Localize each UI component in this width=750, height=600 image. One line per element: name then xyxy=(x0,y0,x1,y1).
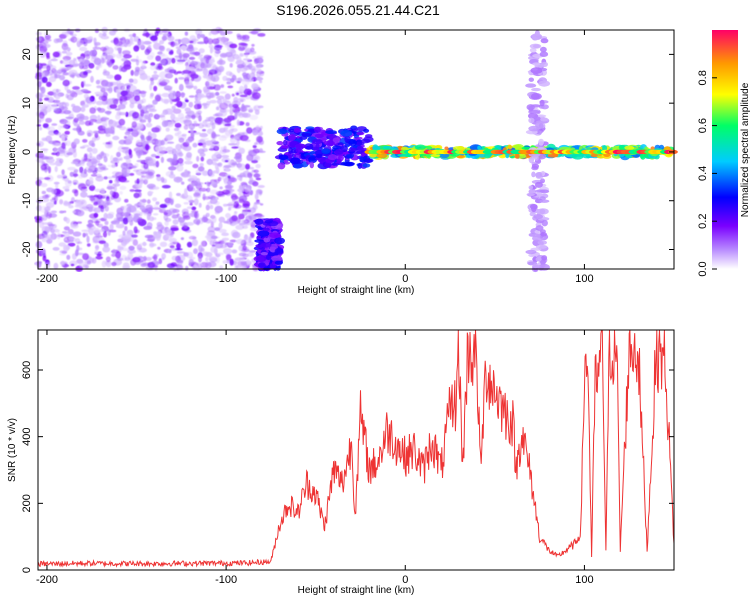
spectrogram-x-tick-label: 0 xyxy=(402,273,408,285)
spectrogram-x-tick-label: 100 xyxy=(575,273,593,285)
spectrogram-y-axis-label: Frequency (Hz) xyxy=(7,116,18,185)
spectrogram-heatmap xyxy=(34,26,678,273)
colorbar-tick-label: 0.2 xyxy=(697,214,709,229)
snr-x-tick-label: -100 xyxy=(215,574,237,586)
spectral-ridge xyxy=(364,149,678,155)
colorbar-tick-label: 0.0 xyxy=(697,261,709,276)
snr-frame xyxy=(37,329,675,571)
colorbar-tick-label: 0.8 xyxy=(697,70,709,85)
colorbar-tick-label: 0.6 xyxy=(697,118,709,133)
colorbar-label: Normalized spectral amplitude xyxy=(740,82,750,217)
spectrogram-y-tick-label: -10 xyxy=(21,193,33,209)
spectrogram-y-tick-label: -20 xyxy=(21,242,33,258)
snr-y-tick-label: 200 xyxy=(21,494,33,512)
snr-y-tick-label: 0 xyxy=(21,567,33,573)
snr-y-tick-label: 400 xyxy=(21,427,33,445)
spectrogram-x-tick-label: -100 xyxy=(215,273,237,285)
spectrogram-region-2 xyxy=(274,125,374,170)
snr-ticks: -200 -100 0 100 0 200 400 600 xyxy=(21,330,674,586)
snr-x-tick-label: 100 xyxy=(575,574,593,586)
snr-x-axis-label: Height of straight line (km) xyxy=(298,585,415,596)
spectrogram-x-axis-label: Height of straight line (km) xyxy=(298,285,415,296)
spectrogram-y-tick-label: 10 xyxy=(21,97,33,109)
spectrogram-y-tick-label: 20 xyxy=(21,48,33,60)
colorbar-gradient xyxy=(712,30,738,269)
snr-x-tick-label: 0 xyxy=(402,574,408,586)
spectrogram-frame xyxy=(37,29,675,270)
snr-plot-area xyxy=(38,330,674,570)
colorbar: 0.0 0.2 0.4 0.6 0.8 Normalized spectral ampl… xyxy=(697,30,750,277)
spectrogram-region-1 xyxy=(253,217,285,272)
snr-y-axis-label: SNR (10 * v/v) xyxy=(7,418,18,482)
spectrogram-x-tick-label: -200 xyxy=(36,273,58,285)
noise-region xyxy=(34,26,267,273)
colorbar-tick-label: 0.4 xyxy=(697,166,709,181)
snr-series-line xyxy=(37,329,675,568)
snr-y-tick-label: 600 xyxy=(21,361,33,379)
colorbar-ticks: 0.0 0.2 0.4 0.6 0.8 xyxy=(697,70,717,277)
spectrogram-y-tick-label: 0 xyxy=(21,149,33,155)
snr-panel: -200 -100 0 100 0 200 400 600 Height of straigh… xyxy=(7,329,675,596)
snr-x-tick-label: -200 xyxy=(36,574,58,586)
chart-title: S196.2026.055.21.44.C21 xyxy=(276,2,440,18)
